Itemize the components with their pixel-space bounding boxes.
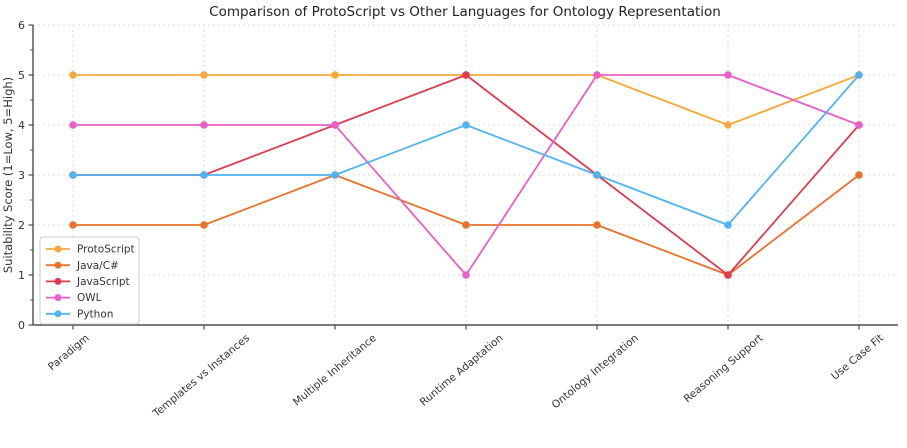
data-point xyxy=(462,71,470,79)
legend: ProtoScript Java/C# JavaScript OWL Python xyxy=(39,236,140,325)
series-layer xyxy=(69,71,863,279)
data-point xyxy=(593,71,601,79)
data-point xyxy=(724,71,732,79)
y-tick-label: 0 xyxy=(18,319,25,332)
data-point xyxy=(69,221,77,229)
series-python xyxy=(69,71,863,229)
data-point xyxy=(724,271,732,279)
y-tick-label: 2 xyxy=(18,219,25,232)
series-owl xyxy=(69,71,863,279)
axes-layer: 0 1 2 3 4 5 6 Paradigm Templates vs Instances Mul… xyxy=(18,19,898,420)
data-point xyxy=(200,171,208,179)
data-point xyxy=(855,121,863,129)
legend-marker xyxy=(54,277,62,285)
x-tick-label: Use Case Fit xyxy=(829,332,886,383)
data-point xyxy=(200,221,208,229)
data-point xyxy=(593,221,601,229)
data-point xyxy=(724,121,732,129)
legend-entry: ProtoScript xyxy=(46,244,135,256)
legend-entry: OWL xyxy=(46,292,102,304)
data-point xyxy=(855,71,863,79)
data-point xyxy=(331,171,339,179)
data-point xyxy=(69,121,77,129)
legend-label: JavaScript xyxy=(76,276,130,288)
legend-marker xyxy=(54,310,62,318)
data-point xyxy=(462,221,470,229)
data-point xyxy=(331,71,339,79)
chart-title: Comparison of ProtoScript vs Other Langu… xyxy=(209,4,721,20)
legend-entry: Python xyxy=(46,308,113,320)
x-tick-label: Reasoning Support xyxy=(682,332,766,405)
data-point xyxy=(200,71,208,79)
y-tick-label: 1 xyxy=(18,269,25,282)
legend-marker xyxy=(54,294,62,302)
data-point xyxy=(69,171,77,179)
y-tick-label: 3 xyxy=(18,169,25,182)
x-tick-label: Templates vs Instances xyxy=(150,332,252,420)
data-point xyxy=(331,121,339,129)
data-point xyxy=(69,71,77,79)
y-tick-label: 6 xyxy=(18,19,25,32)
legend-box xyxy=(39,236,140,325)
legend-label: ProtoScript xyxy=(77,244,135,256)
legend-label: Java/C# xyxy=(76,260,119,272)
data-point xyxy=(855,171,863,179)
legend-marker xyxy=(54,261,62,269)
y-axis-label: Suitability Score (1=Low, 5=High) xyxy=(1,77,15,273)
data-point xyxy=(724,221,732,229)
legend-entry: JavaScript xyxy=(46,276,130,288)
data-point xyxy=(462,121,470,129)
legend-entry: Java/C# xyxy=(46,260,119,272)
x-tick-label: Ontology Integration xyxy=(550,332,641,411)
x-tick-label: Runtime Adaptation xyxy=(418,332,506,408)
data-point xyxy=(200,121,208,129)
data-point xyxy=(593,171,601,179)
legend-label: OWL xyxy=(77,292,102,304)
y-tick-label: 5 xyxy=(18,69,25,82)
x-tick-label: Paradigm xyxy=(46,332,92,373)
x-tick-label: Multiple Inheritance xyxy=(291,332,379,408)
data-point xyxy=(462,271,470,279)
y-tick-label: 4 xyxy=(18,119,25,132)
legend-label: Python xyxy=(77,308,113,320)
legend-marker xyxy=(54,245,62,253)
